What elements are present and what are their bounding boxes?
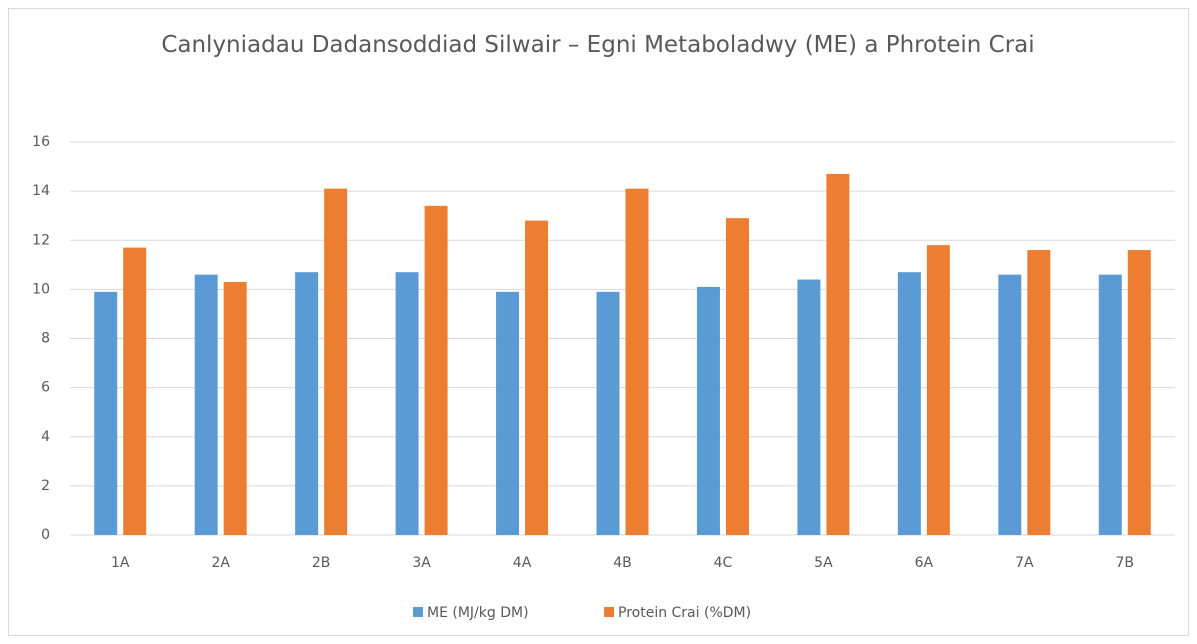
x-tick-label: 4B xyxy=(613,555,632,571)
bar xyxy=(295,272,319,535)
x-tick-label: 1A xyxy=(111,555,130,571)
bar xyxy=(797,279,821,535)
y-tick-label: 6 xyxy=(41,380,50,396)
bar xyxy=(123,247,147,535)
bar xyxy=(696,286,720,535)
legend-label: Protein Crai (%DM) xyxy=(618,605,751,621)
y-tick-label: 14 xyxy=(32,183,50,199)
bar xyxy=(496,291,520,535)
y-tick-label: 2 xyxy=(41,478,50,494)
bar xyxy=(826,173,850,535)
bar xyxy=(223,282,247,535)
bar xyxy=(926,245,950,535)
legend-swatch xyxy=(604,607,614,617)
y-tick-label: 0 xyxy=(41,527,50,543)
bar xyxy=(998,274,1022,535)
x-tick-label: 4A xyxy=(513,555,532,571)
x-tick-label: 2B xyxy=(312,555,331,571)
y-tick-label: 4 xyxy=(41,429,50,445)
x-tick-label: 4C xyxy=(714,555,733,571)
x-tick-label: 7A xyxy=(1015,555,1034,571)
x-tick-label: 3A xyxy=(412,555,431,571)
bar xyxy=(625,188,649,535)
bar xyxy=(725,218,749,536)
bar xyxy=(395,272,419,535)
y-tick-label: 8 xyxy=(41,331,50,347)
bar xyxy=(424,205,448,536)
chart-title: Canlyniadau Dadansoddiad Silwair – Egni … xyxy=(161,32,1035,58)
bar xyxy=(525,220,549,535)
bar xyxy=(1127,250,1151,535)
y-tick-label: 10 xyxy=(32,281,50,297)
bar xyxy=(194,274,218,535)
bar xyxy=(1098,274,1122,535)
x-tick-label: 6A xyxy=(915,555,934,571)
x-tick-label: 5A xyxy=(814,555,833,571)
x-tick-label: 7B xyxy=(1116,555,1135,571)
bar xyxy=(596,291,620,535)
bar xyxy=(94,291,118,535)
x-tick-label: 2A xyxy=(211,555,230,571)
y-tick-label: 12 xyxy=(32,232,50,248)
bar xyxy=(324,188,348,535)
bar xyxy=(897,272,921,535)
legend-swatch xyxy=(413,607,423,617)
legend-label: ME (MJ/kg DM) xyxy=(427,605,529,621)
y-tick-label: 16 xyxy=(32,134,50,150)
bar xyxy=(1027,250,1051,535)
